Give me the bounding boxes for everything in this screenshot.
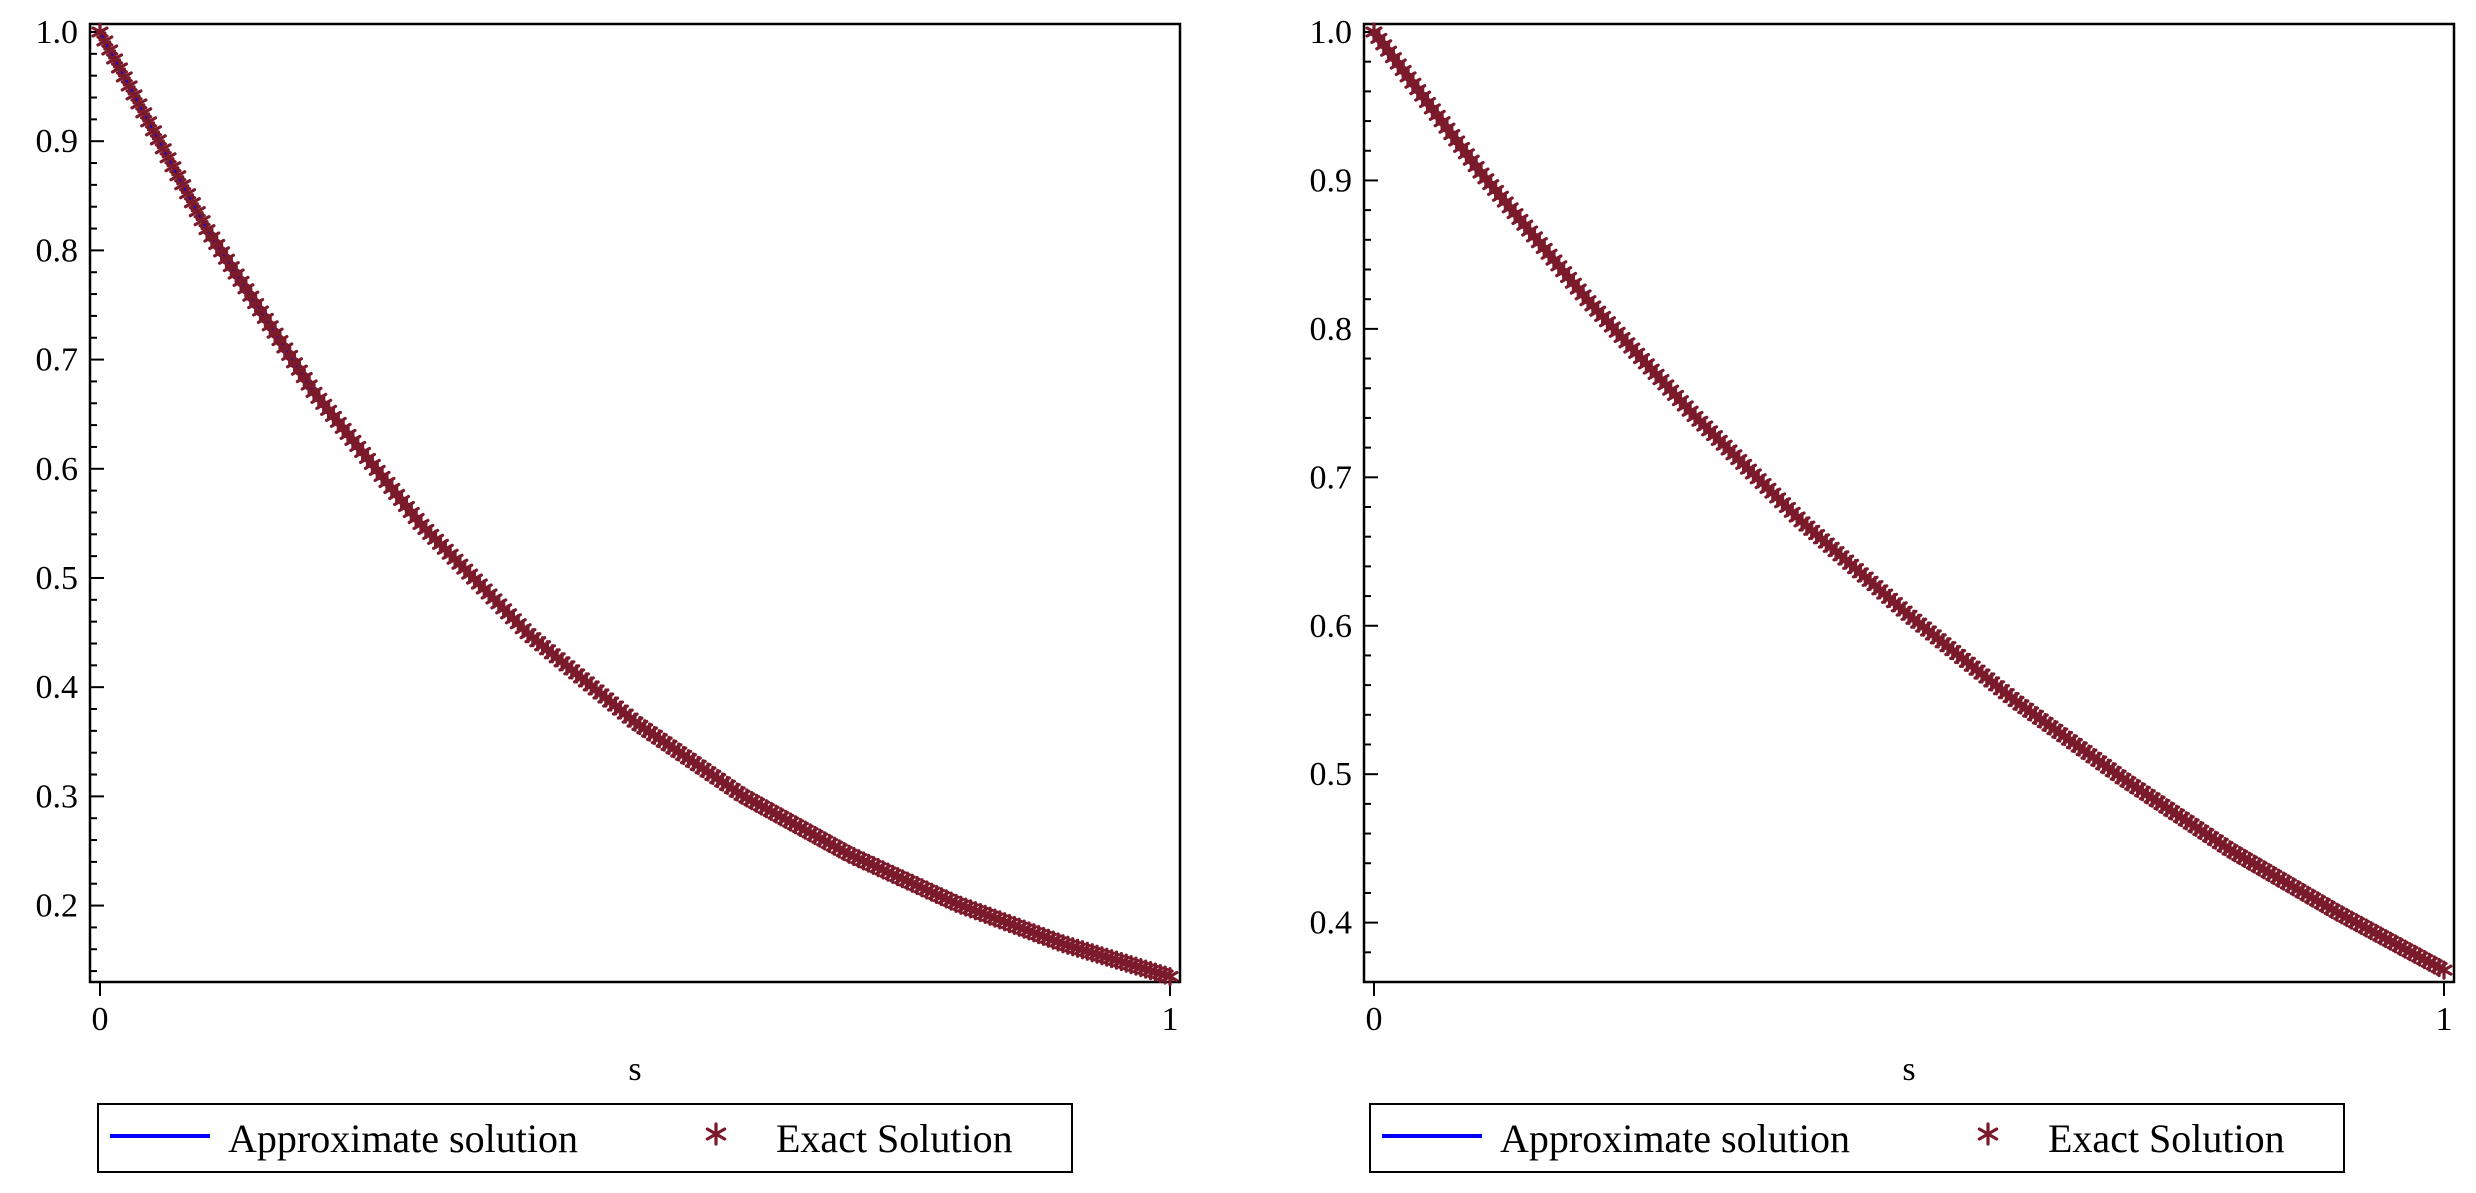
legend-box (97, 1103, 1073, 1173)
legend-label-exact: Exact Solution (776, 1116, 1013, 1161)
legend-star-swatch (1977, 1122, 1999, 1146)
x-axis-title: s (1902, 1051, 1915, 1088)
plot-frame (88, 22, 1182, 984)
y-tick-label: 0.6 (1310, 608, 1353, 645)
star-stroke (1161, 970, 1179, 983)
x-tick-label: 1 (1162, 1001, 1179, 1038)
y-tick-label: 0.8 (36, 232, 79, 269)
series-line-approximate (98, 31, 1171, 978)
legend: Approximate solution Exact Solution (97, 1103, 1073, 1173)
x-tick-label: 0 (92, 1001, 109, 1038)
legend-star-swatch (705, 1122, 727, 1146)
legend-box (1369, 1103, 2345, 1173)
y-tick-label: 0.9 (1310, 162, 1353, 199)
y-tick-label: 0.4 (1310, 905, 1353, 942)
series-markers-exact (91, 22, 1179, 987)
plot-frame (1362, 22, 2456, 984)
star-stroke (2435, 964, 2453, 976)
y-tick-label: 0.4 (36, 669, 79, 706)
exact-point (2435, 960, 2453, 980)
star-stroke (1977, 1127, 1999, 1141)
legend: Approximate solution Exact Solution (1369, 1103, 2345, 1173)
chart-panel-1: 0.2 0.3 0.4 0.5 0.6 0.7 0.8 0.9 1.0 0 1 s Approximat… (36, 14, 1182, 1173)
legend-label-approximate: Approximate solution (1500, 1116, 1850, 1161)
star-stroke (705, 1127, 727, 1141)
x-tick-label: 1 (2436, 1001, 2453, 1038)
y-tick-label: 0.7 (1310, 459, 1353, 496)
chart-panel-2: 0.4 0.5 0.6 0.7 0.8 0.9 1.0 0 1 s Approximate solu… (1310, 14, 2456, 1173)
legend-label-approximate: Approximate solution (228, 1116, 578, 1161)
y-tick-label: 0.3 (36, 778, 79, 815)
y-tick-label: 0.7 (36, 342, 79, 379)
y-tick-label: 1.0 (36, 14, 79, 51)
x-tick-label: 0 (1366, 1001, 1383, 1038)
exact-point (1161, 966, 1179, 987)
legend-label-exact: Exact Solution (2048, 1116, 2285, 1161)
y-tick-label: 0.2 (36, 888, 79, 925)
series-markers-exact (1365, 22, 2453, 980)
series-line-approximate (1372, 31, 2445, 972)
y-tick-label: 1.0 (1310, 14, 1353, 51)
x-axis-title: s (628, 1051, 641, 1088)
y-tick-label: 0.5 (36, 560, 79, 597)
y-tick-label: 0.6 (36, 451, 79, 488)
y-tick-label: 0.5 (1310, 756, 1353, 793)
y-tick-label: 0.9 (36, 123, 79, 160)
y-tick-label: 0.8 (1310, 311, 1353, 348)
